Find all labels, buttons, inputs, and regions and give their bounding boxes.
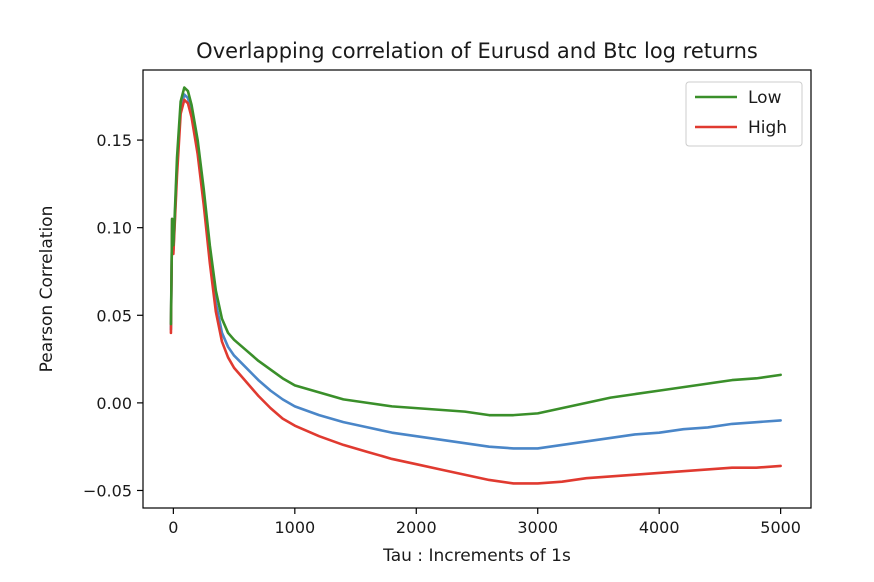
x-tick-label: 4000 — [639, 518, 680, 537]
y-tick-label: 0.10 — [96, 219, 132, 238]
y-tick-label: 0.00 — [96, 394, 132, 413]
series-layer — [169, 86, 782, 485]
series-line-high — [169, 98, 782, 485]
y-tick-label: 0.05 — [96, 306, 132, 325]
y-axis: −0.05 0.00 0.05 0.10 0.15 — [83, 131, 143, 500]
x-tick-label: 5000 — [760, 518, 801, 537]
x-axis-label: Tau : Increments of 1s — [382, 546, 571, 566]
series-line-low — [169, 86, 782, 417]
x-tick-label: 3000 — [517, 518, 558, 537]
legend-label-low: Low — [748, 88, 782, 108]
x-tick-label: 1000 — [274, 518, 315, 537]
x-axis: 0 1000 2000 3000 4000 5000 — [168, 508, 801, 537]
y-tick-label: −0.05 — [83, 481, 132, 500]
series-line-unlabeled — [169, 93, 782, 450]
legend-label-high: High — [748, 118, 787, 138]
chart-title: Overlapping correlation of Eurusd and Bt… — [196, 39, 758, 63]
x-tick-label: 2000 — [396, 518, 437, 537]
y-tick-label: 0.15 — [96, 131, 132, 150]
y-axis-label: Pearson Correlation — [37, 206, 57, 373]
legend: Low High — [685, 81, 803, 147]
x-tick-label: 0 — [168, 518, 178, 537]
plot-area-frame — [142, 69, 812, 509]
